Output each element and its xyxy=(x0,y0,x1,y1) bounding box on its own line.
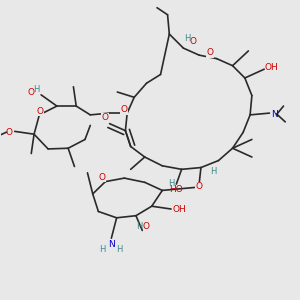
Text: OH: OH xyxy=(172,205,186,214)
Text: OH: OH xyxy=(264,63,278,72)
Text: O: O xyxy=(101,113,109,122)
Text: O: O xyxy=(121,105,128,114)
Text: O: O xyxy=(37,107,44,116)
Text: H: H xyxy=(33,85,40,94)
Text: O: O xyxy=(98,173,105,182)
Text: N: N xyxy=(271,110,278,119)
Text: H: H xyxy=(99,245,106,254)
Text: O: O xyxy=(143,222,150,231)
Text: O: O xyxy=(196,182,203,191)
Text: H: H xyxy=(136,222,142,231)
Text: H: H xyxy=(210,167,216,176)
Text: O: O xyxy=(206,48,213,57)
Text: N: N xyxy=(108,240,115,249)
Text: H: H xyxy=(116,245,123,254)
Text: O: O xyxy=(100,116,107,125)
Text: HO: HO xyxy=(169,185,183,194)
Text: O: O xyxy=(189,37,196,46)
Text: H: H xyxy=(184,34,190,43)
Text: O: O xyxy=(27,88,34,97)
Text: H: H xyxy=(168,179,174,188)
Text: O: O xyxy=(6,128,13,136)
